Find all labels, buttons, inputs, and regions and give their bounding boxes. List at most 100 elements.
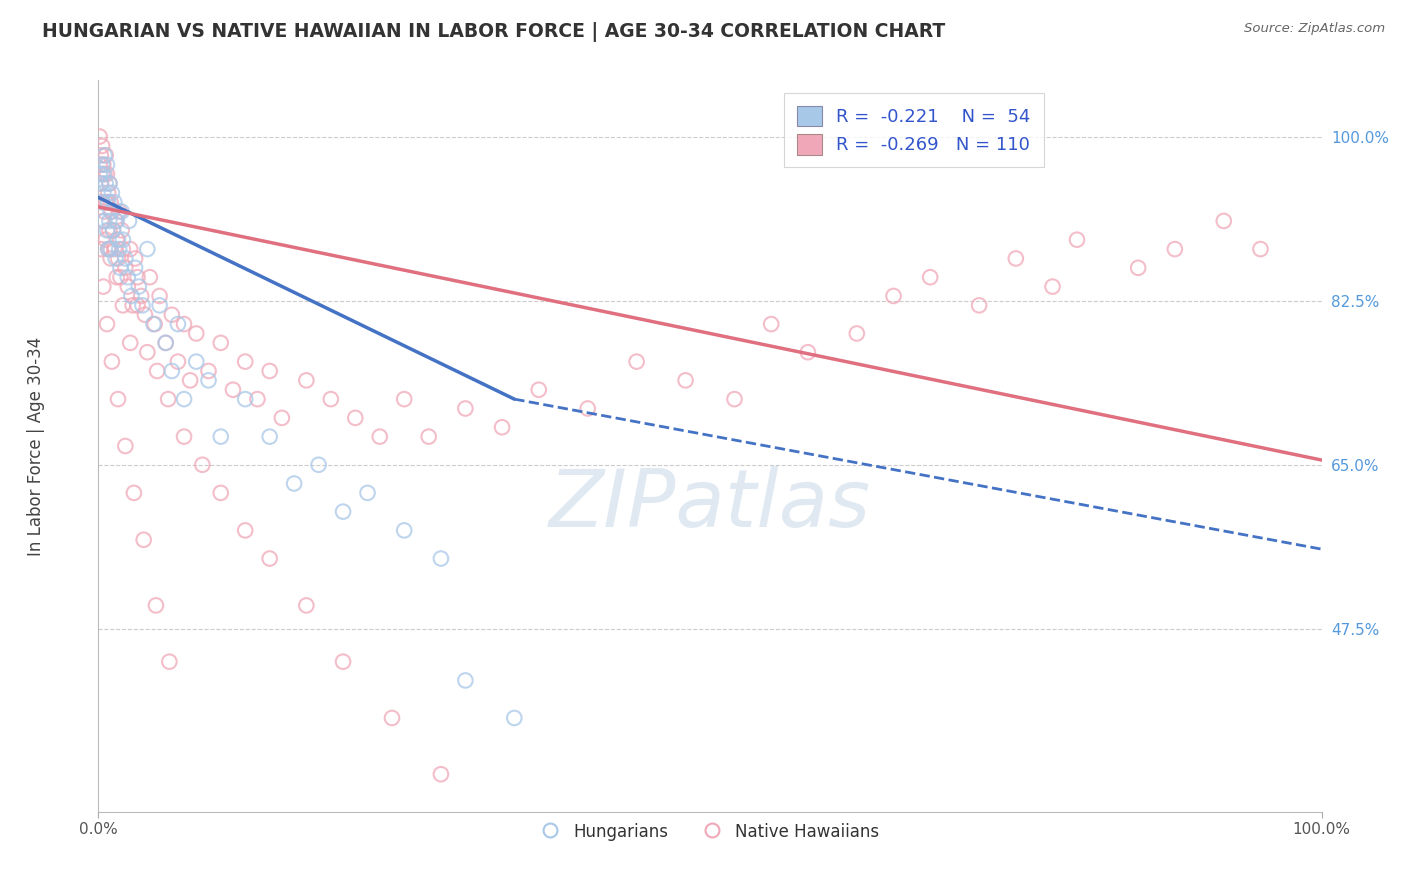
- Point: [107, 233, 129, 247]
- Point: [118, 214, 141, 228]
- Point: [91, 195, 114, 210]
- Point: [90, 148, 112, 162]
- Point: [93, 214, 115, 228]
- Point: [107, 252, 129, 266]
- Point: [120, 289, 142, 303]
- Point: [491, 420, 513, 434]
- Point: [101, 186, 124, 200]
- Point: [91, 195, 114, 210]
- Point: [145, 599, 167, 613]
- Point: [418, 429, 440, 443]
- Point: [114, 252, 136, 266]
- Point: [121, 298, 143, 312]
- Point: [233, 392, 256, 406]
- Point: [160, 308, 183, 322]
- Point: [100, 242, 122, 256]
- Point: [91, 279, 114, 293]
- Point: [136, 242, 159, 256]
- Point: [97, 242, 120, 256]
- Point: [146, 364, 169, 378]
- Point: [96, 223, 118, 237]
- Point: [111, 223, 134, 237]
- Point: [89, 129, 111, 144]
- Point: [105, 233, 128, 247]
- Point: [1164, 242, 1187, 256]
- Point: [91, 214, 114, 228]
- Y-axis label: In Labor Force | Age 30-34: In Labor Force | Age 30-34: [27, 336, 45, 556]
- Point: [91, 167, 114, 181]
- Point: [94, 233, 117, 247]
- Point: [246, 392, 269, 406]
- Point: [883, 289, 905, 303]
- Point: [675, 373, 697, 387]
- Point: [105, 214, 128, 228]
- Point: [454, 401, 477, 416]
- Point: [110, 260, 132, 275]
- Point: [173, 317, 195, 331]
- Point: [179, 373, 201, 387]
- Point: [319, 392, 342, 406]
- Point: [101, 204, 124, 219]
- Point: [259, 551, 281, 566]
- Point: [191, 458, 214, 472]
- Point: [186, 354, 208, 368]
- Point: [136, 345, 159, 359]
- Point: [91, 186, 114, 200]
- Point: [1066, 233, 1088, 247]
- Point: [94, 195, 117, 210]
- Point: [392, 524, 416, 538]
- Point: [89, 158, 111, 172]
- Point: [576, 401, 599, 416]
- Point: [259, 364, 281, 378]
- Point: [104, 252, 127, 266]
- Point: [120, 242, 142, 256]
- Point: [98, 177, 121, 191]
- Text: ZIPatlas: ZIPatlas: [548, 466, 872, 543]
- Point: [1004, 252, 1026, 266]
- Point: [89, 167, 111, 181]
- Point: [98, 214, 121, 228]
- Point: [503, 823, 526, 838]
- Point: [295, 373, 318, 387]
- Point: [101, 354, 124, 368]
- Point: [117, 279, 139, 293]
- Point: [723, 392, 745, 406]
- Point: [132, 533, 155, 547]
- Point: [96, 167, 118, 181]
- Point: [392, 392, 416, 406]
- Point: [100, 204, 122, 219]
- Point: [100, 252, 122, 266]
- Point: [149, 289, 172, 303]
- Point: [97, 186, 120, 200]
- Point: [920, 270, 942, 285]
- Point: [503, 711, 526, 725]
- Point: [197, 373, 219, 387]
- Point: [124, 260, 146, 275]
- Point: [111, 242, 134, 256]
- Point: [97, 242, 120, 256]
- Point: [131, 298, 153, 312]
- Point: [332, 655, 354, 669]
- Point: [167, 354, 190, 368]
- Point: [454, 673, 477, 688]
- Point: [845, 326, 868, 341]
- Point: [105, 270, 128, 285]
- Point: [155, 335, 177, 350]
- Point: [101, 223, 124, 237]
- Point: [103, 242, 125, 256]
- Point: [114, 260, 136, 275]
- Point: [120, 335, 142, 350]
- Point: [1212, 214, 1234, 228]
- Point: [97, 195, 120, 210]
- Point: [797, 345, 820, 359]
- Point: [139, 270, 162, 285]
- Point: [117, 270, 139, 285]
- Point: [127, 270, 149, 285]
- Point: [270, 410, 294, 425]
- Point: [111, 204, 134, 219]
- Point: [98, 223, 121, 237]
- Point: [332, 505, 354, 519]
- Point: [222, 383, 245, 397]
- Point: [107, 392, 129, 406]
- Point: [157, 655, 180, 669]
